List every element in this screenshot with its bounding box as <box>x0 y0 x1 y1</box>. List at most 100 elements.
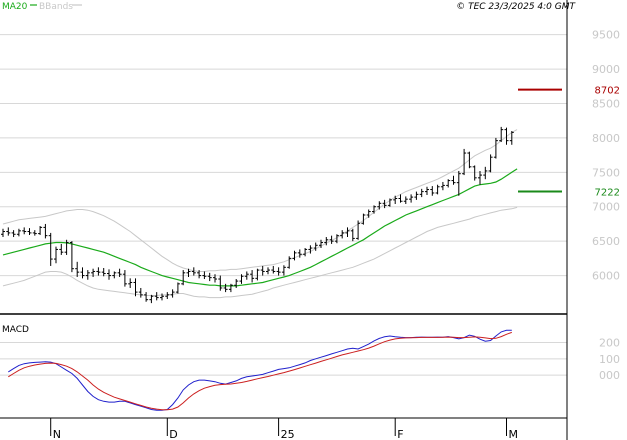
ohlc-bar <box>430 186 435 196</box>
price-levels: 8702 7222 <box>518 86 620 198</box>
price-tick-label: 9500 <box>592 29 620 42</box>
ohlc-bar <box>117 268 122 277</box>
ohlc-bar <box>467 151 472 169</box>
ohlc-bar <box>260 265 265 276</box>
x-tick-label: M <box>509 428 519 440</box>
price-tick-label: 8500 <box>592 97 620 110</box>
ohlc-bar <box>186 268 191 277</box>
price-tick-label: 6000 <box>592 270 620 283</box>
price-axis-labels: 6000 6500 7000 7500 8000 8500 9000 9500 <box>592 29 620 283</box>
ohlc-bar <box>297 249 302 258</box>
ohlc-bar <box>160 293 164 301</box>
ohlc-bar <box>149 294 154 304</box>
ohlc-bar <box>250 270 255 283</box>
ohlc-bar <box>181 270 186 286</box>
ohlc-bar <box>329 235 334 244</box>
ohlc-bar <box>54 246 58 264</box>
ohlc-bar <box>38 226 43 235</box>
ohlc-bar <box>27 228 32 235</box>
ohlc-bar <box>218 275 223 291</box>
ohlc-bar <box>276 267 281 276</box>
ohlc-bar <box>366 209 371 218</box>
ohlc-bar <box>456 170 461 196</box>
ohlc-bar <box>266 267 270 275</box>
ohlc-bar <box>96 267 101 276</box>
price-tick-label: 6500 <box>592 235 620 248</box>
ohlc-bar <box>244 271 249 280</box>
ohlc-bar <box>91 268 96 277</box>
ohlc-bar <box>361 213 366 225</box>
ohlc-bar <box>303 248 308 257</box>
time-axis: ND25FMA <box>50 418 519 440</box>
ohlc-bar <box>133 278 138 297</box>
ohlc-bar <box>372 205 376 214</box>
ohlc-bar <box>107 269 111 280</box>
ohlc-bar <box>377 201 382 210</box>
ohlc-bar <box>197 270 202 279</box>
ohlc-bar <box>271 265 276 274</box>
ohlc-bar <box>409 194 414 203</box>
ohlc-bar <box>11 230 16 238</box>
signal-line <box>8 331 512 411</box>
bbands-legend: BBands <box>39 2 73 12</box>
x-tick-label: D <box>169 428 177 440</box>
resistance-level-label: 8702 <box>595 86 620 97</box>
price-tick-label: 8000 <box>592 132 620 145</box>
ohlc-bar <box>32 230 37 236</box>
ohlc-bar <box>446 179 451 188</box>
ohlc-bar <box>493 137 498 159</box>
ohlc-bar <box>43 223 48 239</box>
ohlc-bar <box>138 287 143 298</box>
ohlc-bar <box>112 271 117 279</box>
ohlc-bar <box>319 239 323 249</box>
ohlc-bar <box>122 270 127 287</box>
ohlc-bar <box>6 227 11 236</box>
ohlc-bar <box>499 126 504 143</box>
ohlc-bar <box>154 292 159 301</box>
ohlc-bar <box>69 241 74 273</box>
ohlc-bar <box>228 283 233 293</box>
ohlc-bar <box>308 245 313 254</box>
ohlc-bar <box>414 191 419 200</box>
ohlc-bar <box>419 188 424 198</box>
ohlc-bar <box>202 271 207 280</box>
ohlc-bar <box>101 268 106 277</box>
ohlc-bar <box>48 232 53 266</box>
ohlc-bar <box>382 199 387 209</box>
ohlc-bar <box>281 265 286 276</box>
ohlc-bar <box>207 272 212 282</box>
price-tick-label: 7500 <box>592 166 620 179</box>
ohlc-bar <box>234 279 239 288</box>
ohlc-bar <box>324 237 329 246</box>
macd-panel <box>0 329 567 411</box>
ohlc-bar <box>403 196 408 204</box>
ohlc-bar <box>313 242 318 251</box>
macd-axis-labels: 000 100 200 <box>599 337 620 383</box>
ohlc-bar <box>425 186 429 196</box>
macd-tick-label: 100 <box>599 353 620 366</box>
ohlc-bar <box>1 228 5 238</box>
ma20-legend: MA20 <box>2 2 28 12</box>
ohlc-bar <box>334 234 339 244</box>
ohlc-bar <box>292 250 297 261</box>
x-tick-label: N <box>53 428 61 440</box>
price-tick-label: 9000 <box>592 63 620 76</box>
ohlc-bar <box>213 274 217 283</box>
ohlc-bar <box>350 228 355 242</box>
ohlc-bar <box>504 127 509 145</box>
ohlc-bar <box>509 131 514 145</box>
ohlc-bar <box>345 227 350 238</box>
x-tick-label: 25 <box>281 428 295 440</box>
ohlc-bar <box>22 227 27 235</box>
ohlc-bar <box>191 267 196 276</box>
ohlc-bar <box>340 230 345 239</box>
ohlc-bar <box>239 274 244 284</box>
ohlc-bar <box>170 289 175 298</box>
bbands-upper-line <box>2 129 518 272</box>
ohlc-bar <box>64 239 69 255</box>
price-tick-label: 7000 <box>592 201 620 214</box>
macd-panel-label: MACD <box>2 325 29 335</box>
macd-tick-label: 200 <box>599 337 620 350</box>
ohlc-bar <box>462 148 467 176</box>
